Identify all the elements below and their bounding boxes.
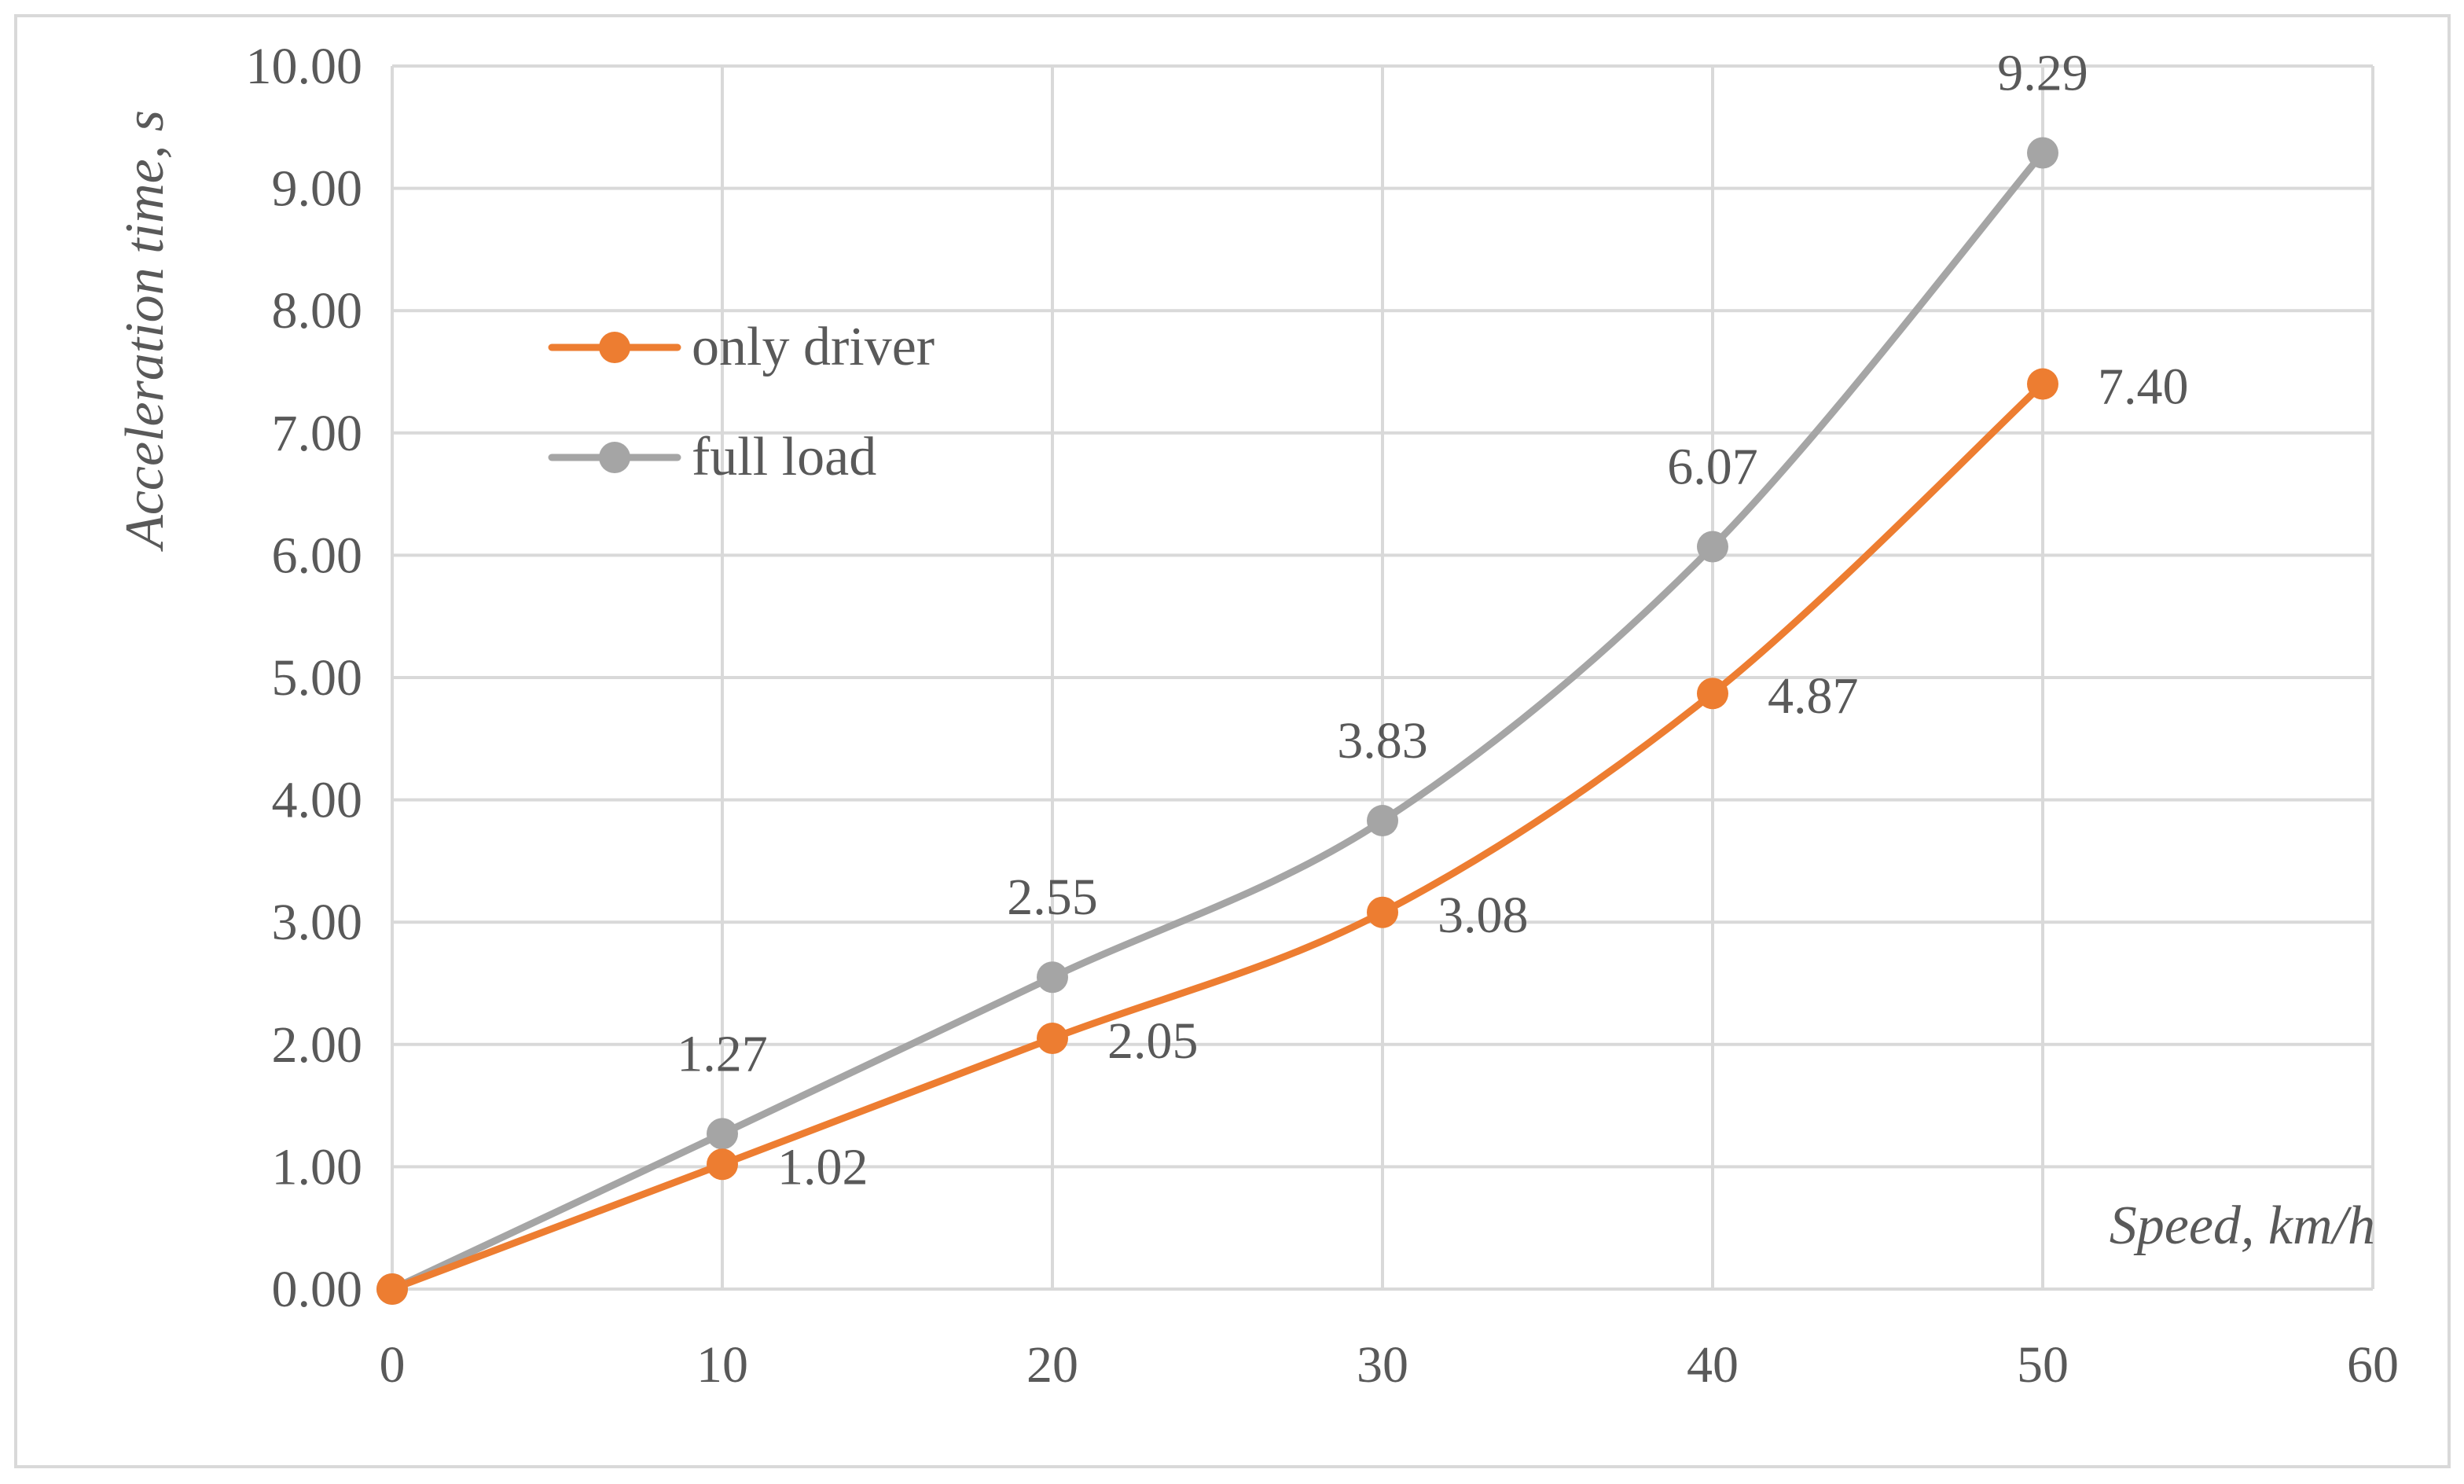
legend-label-only-driver: only driver: [692, 317, 935, 377]
series-line-full-load: [388, 149, 2047, 1293]
x-tick-label: 0: [380, 1336, 406, 1394]
data-point-full-load: [707, 1118, 738, 1150]
x-tick-label: 60: [2347, 1336, 2399, 1394]
data-labels: 1.02 2.05 3.08 4.87 7.40 1.27 2.55 3.83 6.07 9.29: [677, 44, 2188, 1196]
legend: only driver full load: [548, 317, 935, 487]
series-lines: [388, 149, 2047, 1293]
y-axis-title: Acceleration time, s: [115, 110, 175, 552]
x-tick-label: 30: [1357, 1336, 1408, 1394]
data-label-only-driver: 1.02: [777, 1138, 868, 1196]
x-axis-title: Speed, km/h: [2110, 1196, 2375, 1256]
y-tick-label: 2.00: [272, 1016, 363, 1074]
data-point-only-driver: [707, 1148, 738, 1181]
y-tick-label: 6.00: [272, 527, 363, 584]
data-point-only-driver: [2027, 368, 2058, 400]
x-tick-label: 50: [2017, 1336, 2069, 1394]
legend-swatch-marker-only-driver: [599, 332, 630, 363]
data-point-only-driver: [1367, 896, 1398, 928]
data-point-full-load: [1697, 531, 1728, 563]
y-tick-label: 4.00: [272, 772, 363, 829]
data-point-full-load: [1037, 961, 1068, 994]
data-label-only-driver: 4.87: [1768, 667, 1859, 725]
data-label-full-load: 1.27: [677, 1025, 768, 1082]
data-label-full-load: 6.07: [1667, 439, 1758, 496]
acceleration-time-chart: 0.00 1.00 2.00 3.00 4.00 5.00 6.00 7.00 8.00 9.00…: [115, 38, 2400, 1394]
data-label-full-load: 2.55: [1007, 869, 1098, 926]
data-point-only-driver: [1697, 678, 1728, 710]
data-point-only-driver: [376, 1273, 408, 1305]
data-point-full-load: [2027, 137, 2058, 169]
axes: 0.00 1.00 2.00 3.00 4.00 5.00 6.00 7.00 8.00 9.00…: [246, 38, 2400, 1394]
series-line-only-driver: [388, 380, 2047, 1293]
data-point-only-driver: [1037, 1023, 1068, 1055]
x-tick-label: 40: [1687, 1336, 1739, 1394]
series-markers: [376, 137, 2058, 1305]
y-tick-label: 10.00: [246, 38, 363, 95]
y-tick-label: 1.00: [272, 1138, 363, 1196]
data-label-only-driver: 3.08: [1438, 887, 1529, 944]
x-tick-label: 10: [696, 1336, 748, 1394]
data-label-only-driver: 2.05: [1107, 1012, 1199, 1070]
data-point-full-load: [1367, 805, 1398, 837]
y-tick-label: 0.00: [272, 1261, 363, 1318]
grid: [392, 64, 2374, 1289]
x-tick-label: 20: [1026, 1336, 1078, 1394]
y-tick-label: 3.00: [272, 894, 363, 951]
y-tick-label: 8.00: [272, 282, 363, 340]
y-tick-label: 9.00: [272, 160, 363, 218]
legend-label-full-load: full load: [692, 427, 876, 487]
y-tick-label: 5.00: [272, 649, 363, 707]
legend-swatch-marker-full-load: [599, 442, 630, 473]
data-label-only-driver: 7.40: [2098, 358, 2189, 416]
chart-frame: 0.00 1.00 2.00 3.00 4.00 5.00 6.00 7.00 8.00 9.00…: [14, 14, 2451, 1468]
y-tick-label: 7.00: [272, 405, 363, 462]
data-label-full-load: 3.83: [1337, 712, 1428, 770]
data-label-full-load: 9.29: [1997, 44, 2088, 101]
